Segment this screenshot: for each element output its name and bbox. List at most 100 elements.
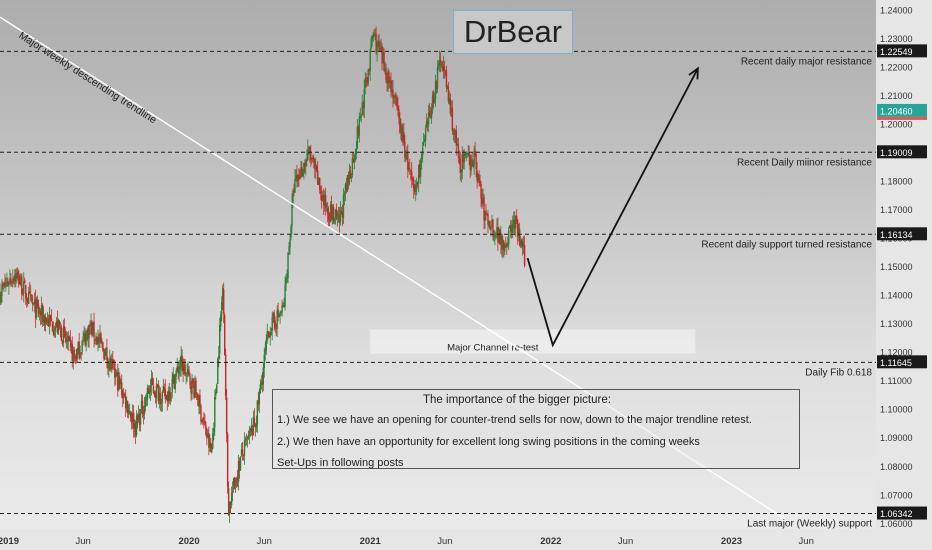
candle-body [448, 98, 451, 103]
level-label: Last major (Weekly) support [747, 519, 872, 530]
candle-body [35, 300, 38, 318]
candle-body [280, 311, 282, 314]
candle-body [445, 70, 448, 88]
y-tick-label: 1.21000 [880, 91, 913, 101]
candle-body [425, 121, 428, 128]
candle-body [509, 225, 511, 229]
candle-body [121, 382, 123, 396]
candle-body [437, 64, 440, 67]
level-price-tag [877, 145, 927, 159]
candle-body [86, 330, 88, 333]
candle-body [515, 215, 517, 229]
candle-body [354, 153, 357, 160]
candle-body [226, 434, 229, 488]
y-tick-label: 1.18000 [880, 177, 913, 187]
candle-body [401, 125, 403, 141]
candle-body [58, 320, 61, 327]
candle-body [321, 194, 324, 200]
candle-body [400, 125, 402, 132]
candle-body [269, 333, 271, 338]
candle-body [119, 376, 121, 385]
candle-body [384, 68, 386, 72]
candle-body [65, 338, 68, 342]
candle-body [67, 335, 69, 342]
candle-body [241, 449, 244, 454]
candle-body [223, 289, 225, 314]
candle-body [366, 79, 368, 83]
candle-body [462, 153, 464, 162]
candle-body [339, 210, 342, 223]
x-tick-label: Jun [618, 536, 633, 547]
candle-body [469, 155, 471, 170]
candle-body [258, 391, 261, 405]
candle-body [488, 221, 490, 226]
candle-body [288, 246, 290, 252]
candle-body [80, 352, 82, 353]
candle-body [28, 291, 30, 304]
candle-body [281, 305, 283, 313]
candle-body [216, 384, 218, 394]
level-price-tag [877, 227, 927, 241]
candle-body [427, 112, 430, 125]
candle-body [381, 46, 383, 64]
candle-body [64, 331, 67, 339]
candle-body [480, 183, 482, 199]
candle-body [152, 386, 155, 393]
candle-body [405, 158, 407, 160]
candle-body [125, 395, 127, 409]
candle-body [388, 71, 390, 83]
candle-body [345, 184, 348, 191]
candle-body [206, 434, 208, 439]
projection-path [526, 68, 699, 348]
candle-body [484, 211, 486, 221]
candle-body [16, 272, 18, 279]
candle-body [212, 433, 214, 449]
y-tick-label: 1.14000 [880, 291, 913, 301]
candle-body [411, 171, 413, 180]
y-tick-label: 1.20000 [880, 120, 913, 130]
candle-body [213, 428, 215, 433]
candle-body [61, 340, 64, 344]
candle-body [133, 422, 136, 428]
candle-body [522, 245, 525, 247]
candle-body [46, 319, 49, 324]
candle-body [100, 333, 102, 344]
candle-body [240, 449, 243, 456]
candle-body [50, 318, 53, 322]
candle-body [187, 369, 189, 374]
candle-body [414, 189, 416, 193]
candle-body [356, 126, 359, 148]
candle-body [180, 355, 182, 368]
candle-body [85, 333, 87, 346]
candle-body [108, 362, 110, 370]
candle-body [434, 81, 437, 100]
candle-body [135, 415, 138, 435]
candle-body [3, 283, 5, 286]
y-tick-label: 1.06000 [880, 519, 913, 529]
candle-body [349, 170, 352, 178]
candle-body [109, 358, 111, 364]
candle-body [301, 167, 303, 177]
candle-body [257, 400, 260, 405]
candle-body [343, 192, 346, 196]
x-tick-label: 2019 [0, 536, 19, 547]
candle-body [498, 229, 500, 243]
candle-body [333, 219, 336, 222]
candle-body [185, 372, 187, 375]
candle-body [457, 143, 459, 156]
candle-body [423, 139, 426, 142]
candle-body [55, 321, 58, 328]
candle-body [516, 220, 519, 237]
candle-body [28, 291, 31, 294]
candle-body [313, 157, 315, 162]
candle-body [341, 212, 344, 218]
candle-body [95, 335, 97, 341]
candle-body [318, 177, 320, 185]
candle-body [346, 175, 349, 192]
candle-body [320, 194, 323, 201]
level-label: Daily Fib 0.618 [805, 367, 872, 378]
candle-body [422, 141, 425, 146]
candle-body [447, 86, 450, 102]
candle-body [471, 159, 473, 167]
